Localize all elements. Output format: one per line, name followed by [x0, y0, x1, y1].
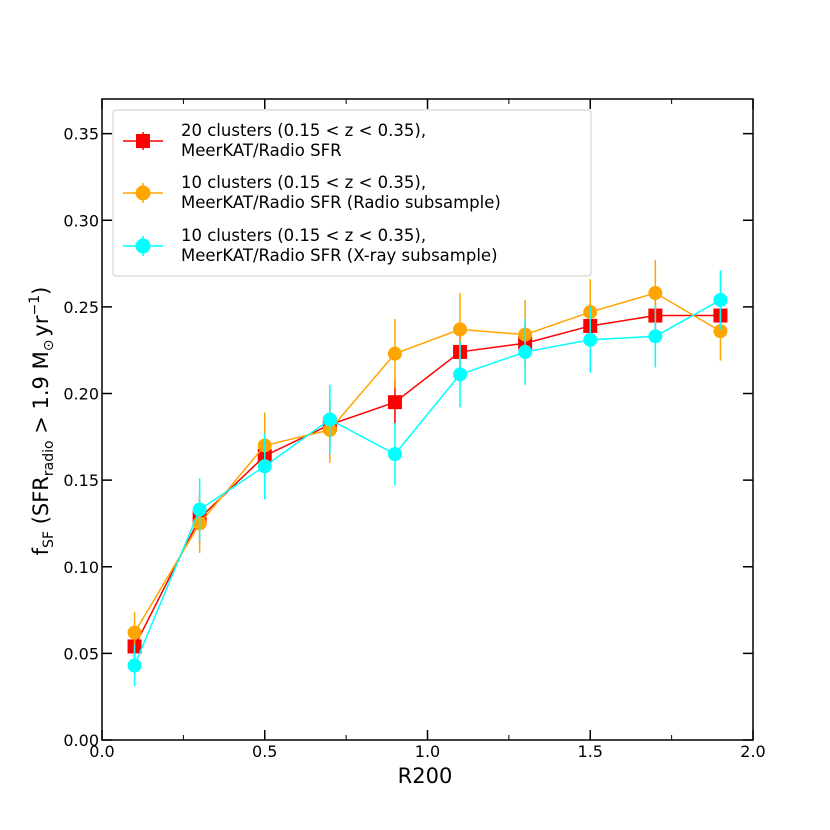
y-tick-label: 0.30	[63, 211, 99, 230]
data-point-circle	[713, 324, 728, 339]
series-3	[127, 270, 728, 687]
data-point-circle	[322, 412, 337, 427]
data-point-circle	[648, 286, 663, 301]
data-point-circle	[387, 346, 402, 361]
data-point-circle	[583, 332, 598, 347]
data-point-circle	[453, 322, 468, 337]
plot-area	[127, 260, 728, 687]
data-point-circle	[257, 459, 272, 474]
data-point-circle	[127, 625, 142, 640]
legend-entry-series-1: 20 clusters (0.15 < z < 0.35), MeerKAT/R…	[123, 121, 426, 160]
data-point-circle	[192, 502, 207, 517]
data-point-circle	[453, 367, 468, 382]
x-tick-label: 0.0	[89, 742, 114, 761]
legend-box	[112, 109, 592, 277]
x-tick-label: 1.5	[578, 742, 603, 761]
legend-label-series-2-line1: 10 clusters (0.15 < z < 0.35),	[181, 173, 426, 192]
series-line	[133, 299, 721, 666]
x-tick-label: 0.5	[252, 742, 277, 761]
series-1	[127, 296, 728, 663]
legend-label-series-1-line1: 20 clusters (0.15 < z < 0.35),	[181, 121, 426, 140]
x-tick-label: 1.0	[415, 742, 440, 761]
legend-entry-series-2: 10 clusters (0.15 < z < 0.35), MeerKAT/R…	[123, 173, 501, 212]
y-tick-label: 0.05	[63, 644, 99, 663]
x-axis-label: R200	[398, 764, 453, 788]
legend-label-series-2-line2: MeerKAT/Radio SFR (Radio subsample)	[181, 193, 501, 212]
data-point-circle	[713, 292, 728, 307]
y-tick-label: 0.15	[63, 471, 99, 490]
x-tick-label: 2.0	[740, 742, 765, 761]
legend-marker-circle	[135, 185, 151, 201]
legend-entry-series-3: 10 clusters (0.15 < z < 0.35), MeerKAT/R…	[123, 226, 498, 265]
series-line	[133, 292, 721, 633]
y-tick-label: 0.10	[63, 558, 99, 577]
legend: 20 clusters (0.15 < z < 0.35), MeerKAT/R…	[112, 109, 592, 277]
series-line	[133, 314, 721, 647]
y-tick-label: 0.35	[63, 125, 99, 144]
legend-label-series-1-line2: MeerKAT/Radio SFR	[181, 141, 342, 160]
y-axis-label: fSF (SFRradio > 1.9 M⊙yr−1)	[27, 287, 57, 556]
y-tick-label: 0.20	[63, 385, 99, 404]
legend-label-series-3-line2: MeerKAT/Radio SFR (X-ray subsample)	[181, 246, 498, 265]
data-point-circle	[518, 344, 533, 359]
data-point-square	[387, 395, 402, 410]
axes: 0.0 0.5 1.0 1.5 2.0 0.00 0.05 0.10 0.15 0.20 0.25 0…	[63, 98, 766, 761]
legend-marker-circle	[135, 238, 151, 254]
legend-label-series-3-line1: 10 clusters (0.15 < z < 0.35),	[181, 226, 426, 245]
legend-marker-square	[136, 134, 150, 148]
y-tick-label: 0.25	[63, 298, 99, 317]
data-point-circle	[648, 329, 663, 344]
data-point-circle	[387, 447, 402, 462]
data-point-circle	[127, 658, 142, 673]
y-tick-label: 0.00	[63, 731, 99, 750]
